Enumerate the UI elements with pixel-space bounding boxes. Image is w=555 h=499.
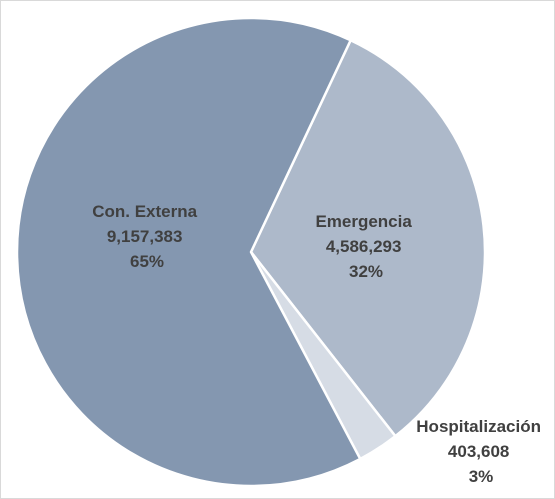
slice-label-hospitalizacion: Hospitalización 403,608 3% bbox=[416, 417, 545, 486]
slice-percent: 65% bbox=[130, 252, 164, 271]
slice-value: 9,157,383 bbox=[107, 227, 183, 246]
slice-name: Emergencia bbox=[315, 212, 412, 231]
slice-name: Hospitalización bbox=[416, 417, 541, 436]
pie-slices bbox=[17, 18, 485, 486]
slice-value: 4,586,293 bbox=[326, 237, 402, 256]
slice-percent: 3% bbox=[469, 467, 494, 486]
slice-value: 403,608 bbox=[448, 442, 509, 461]
slice-name: Con. Externa bbox=[92, 202, 197, 221]
slice-percent: 32% bbox=[349, 262, 383, 281]
